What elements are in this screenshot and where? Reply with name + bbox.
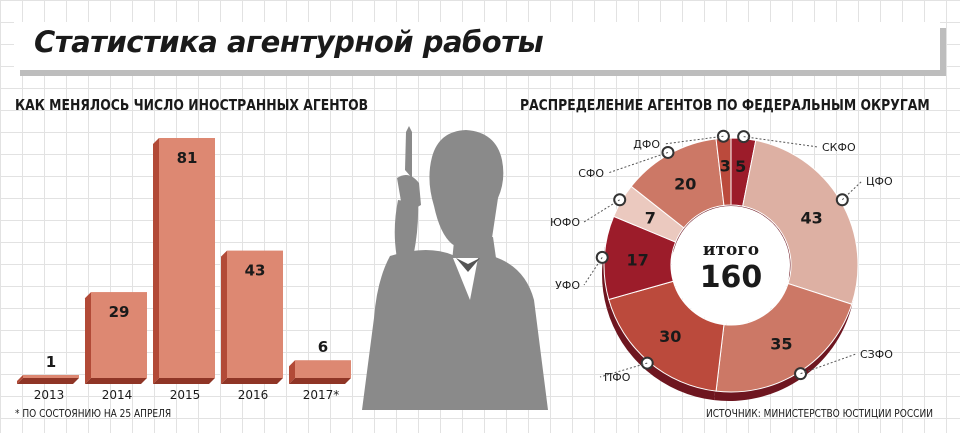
slice-value-label: 3 [720,157,731,176]
bar-value-label: 81 [177,149,198,167]
slice-value-label: 30 [659,327,681,346]
bar-side [153,138,159,384]
total-value: 160 [700,260,763,295]
bar-2013: 1 2013 [17,353,79,402]
region-leader-line [583,199,620,223]
bar-2016: 43 2016 [221,250,283,402]
bar-side [85,292,91,384]
bar-face [227,250,283,378]
region-label: ЮФО [550,216,580,229]
bar-face [159,138,215,378]
region-label: СКФО [822,141,856,154]
year-tick-label: 2017* [303,388,340,402]
region-leader-line [841,180,863,201]
bar-bottom [85,378,147,384]
agent-shirt [453,258,480,300]
bar-2015: 81 2015 [153,138,215,402]
region-leader-line [607,151,669,174]
bar-value-label: 1 [46,353,56,371]
slice-СЗФО [715,282,853,393]
slice-value-label: 5 [735,157,746,176]
bar-value-label: 43 [245,262,266,280]
region-leader-line [743,136,819,148]
bar-value-label: 29 [109,303,130,321]
bar-face [91,292,147,378]
bar-face [295,360,351,378]
region-label: ЦФО [866,175,893,188]
donut-labels: 5 СКФО 43 ЦФО 35 СЗФО 30 ПФО 17 УФО 7 ЮФО 20 СФО 3 ДФО [550,129,893,384]
bar-bottom [153,378,215,384]
source-note: ИСТОЧНИК: МИНИСТЕРСТВО ЮСТИЦИИ РОССИИ [706,407,933,420]
region-leader-line [599,362,648,378]
bar-bottom [289,378,351,384]
page-title: Статистика агентурной работы [34,25,544,59]
bar-side [221,250,227,384]
year-tick-label: 2014 [102,388,133,402]
bar-value-label: 6 [318,338,328,356]
slice-ПФО [608,280,725,392]
bar-bottom [17,378,79,384]
agent-silhouette-icon [362,126,548,410]
region-leader-line [800,353,857,375]
region-leader-line [583,257,603,286]
title-band: Статистика агентурной работы [14,22,940,70]
bar-chart-footnote: * ПО СОСТОЯНИЮ НА 25 АПРЕЛЯ [15,407,172,420]
year-tick-label: 2016 [238,388,269,402]
bar-side [17,375,23,384]
bar-bottom [221,378,283,384]
bar-2014: 29 2014 [85,292,147,402]
donut-slices [603,137,859,393]
year-tick-label: 2013 [34,388,65,402]
region-label: СФО [578,167,604,180]
donut-chart: 5 СКФО 43 ЦФО 35 СЗФО 30 ПФО 17 УФО 7 ЮФО 20 СФО 3 ДФО и… [550,129,893,401]
bar-face [23,375,79,378]
region-label: ПФО [604,371,631,384]
donut-chart-title: РАСПРЕДЕЛЕНИЕ АГЕНТОВ ПО ФЕДЕРАЛЬНЫМ ОКР… [520,96,930,114]
slice-ЦФО [742,139,859,305]
region-leader-line [663,135,724,145]
region-label: СЗФО [860,348,893,361]
slice-value-label: 17 [627,250,649,269]
region-label: УФО [555,279,580,292]
region-label: ДФО [633,138,660,151]
bar-side [289,360,295,384]
slice-value-label: 7 [645,209,656,228]
bar-2017*: 6 2017* [289,338,351,402]
bar-chart-title: КАК МЕНЯЛОСЬ ЧИСЛО ИНОСТРАННЫХ АГЕНТОВ [15,96,369,114]
total-label: итого [703,240,759,260]
slice-value-label: 43 [801,209,823,228]
slice-value-label: 35 [770,335,792,354]
year-tick-label: 2015 [170,388,201,402]
donut-hole [672,206,790,324]
bar-chart: 1 2013 29 2014 81 2015 43 2016 6 2017* [17,138,351,402]
slice-value-label: 20 [674,174,696,193]
